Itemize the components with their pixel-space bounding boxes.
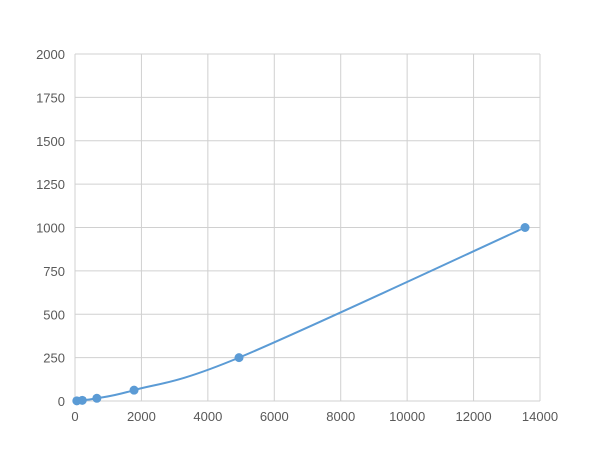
x-tick-label: 12000	[455, 409, 491, 424]
y-tick-label: 0	[58, 394, 65, 409]
y-tick-label: 1750	[36, 90, 65, 105]
y-tick-label: 2000	[36, 47, 65, 62]
y-tick-label: 1250	[36, 177, 65, 192]
y-tick-label: 250	[43, 351, 65, 366]
x-tick-label: 2000	[127, 409, 156, 424]
data-point	[77, 395, 87, 405]
data-point	[92, 393, 102, 403]
x-axis: 0 2000 4000 6000 8000 10000 12000 14000	[71, 409, 558, 424]
data-point	[129, 385, 139, 395]
x-tick-label: 6000	[260, 409, 289, 424]
y-tick-label: 1500	[36, 134, 65, 149]
y-tick-label: 1000	[36, 221, 65, 236]
series-points	[72, 223, 530, 406]
y-tick-label: 750	[43, 264, 65, 279]
x-tick-label: 14000	[522, 409, 558, 424]
y-axis: 0 250 500 750 1000 1250 1500 1750 2000	[36, 47, 65, 409]
data-point	[520, 223, 530, 232]
data-point	[234, 353, 244, 363]
x-tick-label: 0	[71, 409, 78, 424]
x-tick-label: 10000	[389, 409, 425, 424]
x-tick-label: 8000	[326, 409, 355, 424]
grid	[74, 53, 541, 402]
x-tick-label: 4000	[193, 409, 222, 424]
y-tick-label: 500	[43, 307, 65, 322]
